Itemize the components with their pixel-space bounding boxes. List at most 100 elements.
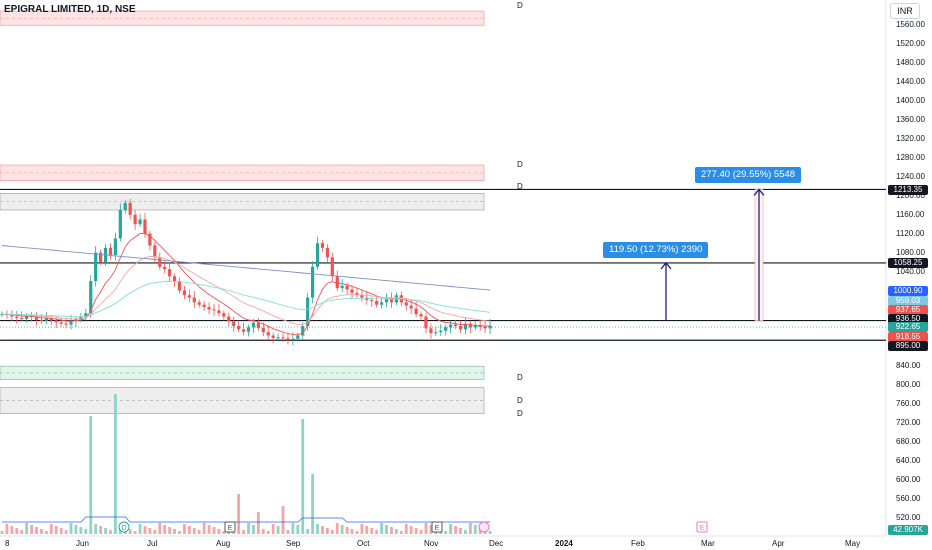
- volume-bar: [173, 529, 176, 534]
- candle: [389, 299, 394, 303]
- candle: [296, 335, 300, 339]
- volume-bar: [158, 523, 162, 534]
- candle: [192, 297, 196, 303]
- candle: [355, 292, 359, 296]
- candle: [123, 202, 127, 210]
- time-axis-label: Sep: [286, 539, 301, 548]
- volume-bar: [178, 531, 181, 534]
- candle: [197, 302, 201, 305]
- measure-label-short[interactable]: 119.50 (12.73%) 2390: [603, 242, 709, 258]
- candle: [10, 315, 14, 317]
- volume-bar: [276, 526, 280, 534]
- volume-bar: [350, 529, 354, 534]
- measure-arrowhead-long: [753, 188, 765, 196]
- measure-label-long[interactable]: 277.40 (29.55%) 5548: [695, 167, 802, 183]
- price-tag-1000: 1000.90: [888, 286, 928, 296]
- event-marker-split: [478, 521, 490, 533]
- zone-marker: D: [517, 1, 523, 10]
- price-axis-label: 560.00: [896, 493, 921, 503]
- candle: [207, 307, 211, 310]
- price-tag-1213: 1213.35: [888, 185, 928, 195]
- ema-mid-line: [1, 255, 491, 326]
- candle: [108, 247, 113, 255]
- volume-bar: [325, 528, 329, 534]
- time-axis-label: Oct: [357, 539, 370, 548]
- price-axis-label: 520.00: [896, 512, 921, 522]
- candle: [187, 295, 191, 298]
- candle: [375, 300, 379, 305]
- candle: [34, 317, 39, 320]
- candle: [315, 243, 320, 267]
- volume-bar: [340, 525, 344, 534]
- candle: [128, 202, 132, 215]
- price-axis-label: 1240.00: [896, 171, 925, 181]
- candle: [113, 238, 117, 255]
- candle: [306, 297, 310, 327]
- time-axis-label: May: [845, 539, 861, 548]
- time-axis-label: Feb: [631, 539, 645, 548]
- time-axis-label: Aug: [216, 539, 231, 548]
- event-marker-dividend: [118, 521, 130, 533]
- volume-bar: [355, 531, 359, 534]
- price-axis-label: 1080.00: [896, 247, 925, 257]
- candle: [49, 318, 53, 321]
- volume-bar: [84, 529, 88, 534]
- candle: [44, 318, 48, 321]
- volume-bar: [301, 419, 305, 534]
- volume-bar: [148, 528, 152, 534]
- candle: [256, 322, 260, 328]
- candle: [478, 325, 482, 327]
- candle: [202, 304, 206, 308]
- currency-button[interactable]: INR: [890, 3, 920, 19]
- volume-bar: [59, 528, 63, 534]
- volume-bar: [444, 531, 448, 534]
- volume-bar: [296, 525, 300, 534]
- volume-bar: [99, 526, 102, 534]
- volume-bar: [0, 531, 4, 534]
- time-axis-label: 8: [5, 539, 10, 548]
- volume-bar: [459, 528, 462, 534]
- volume-bar: [404, 524, 408, 534]
- volume-bar: [360, 524, 364, 534]
- event-marker-label: E: [700, 525, 705, 532]
- candle: [414, 308, 418, 315]
- event-marker-label: E: [435, 525, 440, 532]
- time-axis-label: Nov: [424, 539, 439, 548]
- time-axis-label: 2024: [555, 539, 573, 548]
- volume-bar: [222, 531, 226, 534]
- candle: [365, 297, 369, 300]
- candle: [241, 329, 246, 332]
- candle: [0, 314, 4, 316]
- candle: [84, 313, 88, 317]
- candle: [261, 327, 265, 333]
- volume-bar: [390, 527, 393, 534]
- candle: [439, 330, 443, 333]
- candle: [444, 327, 448, 331]
- candle: [39, 319, 44, 321]
- volume-bar: [419, 530, 423, 534]
- candle: [409, 305, 413, 309]
- candle: [20, 317, 24, 319]
- volume-bar: [143, 526, 147, 534]
- candle: [118, 209, 122, 239]
- candle: [222, 313, 226, 317]
- price-tag-1058: 1058.25: [888, 258, 928, 268]
- volume-bar: [281, 506, 285, 534]
- candle: [404, 302, 408, 306]
- candle: [453, 324, 458, 327]
- volume-bar: [79, 527, 83, 534]
- volume-bar: [128, 529, 132, 534]
- volume-bar: [153, 530, 157, 534]
- candle: [434, 332, 438, 334]
- price-axis-label: 840.00: [896, 361, 921, 371]
- volume-bar: [468, 523, 472, 534]
- price-axis-label: 680.00: [896, 437, 921, 447]
- candle: [89, 281, 93, 314]
- price-axis-label: 1200.00: [896, 190, 925, 200]
- volume-bar: [163, 525, 167, 534]
- volume-bar: [464, 530, 467, 534]
- candle: [458, 326, 463, 330]
- price-axis-label: 720.00: [896, 418, 921, 428]
- price-tag-936: 936.50: [888, 314, 928, 324]
